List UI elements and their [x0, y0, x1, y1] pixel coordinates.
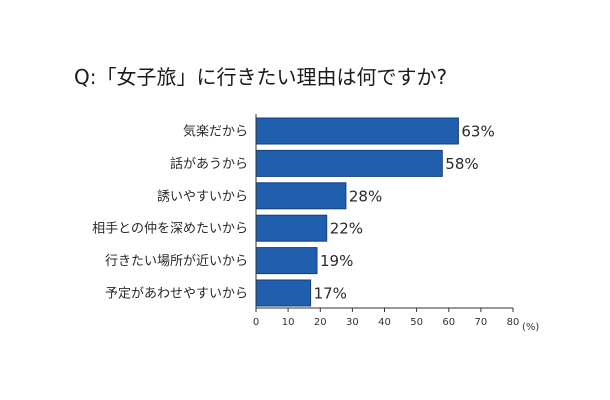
- category-labels-group: 気楽だから話があうから誘いやすいから相手との仲を深めたいから行きたい場所が近いか…: [92, 124, 248, 302]
- x-tick-label: 60: [442, 317, 455, 328]
- x-tick-labels-group: 0 10 20 30 40 50 60 70 80: [253, 317, 520, 328]
- bar: [255, 182, 347, 210]
- bar: [255, 149, 443, 177]
- value-label: 63%: [461, 123, 494, 141]
- bar: [255, 214, 328, 242]
- value-label: 22%: [330, 220, 363, 238]
- x-tick-label: 0: [253, 317, 259, 328]
- category-label: 誘いやすいから: [157, 189, 248, 204]
- value-labels-group: 63% 58% 28% 22% 19% 17%: [314, 123, 495, 303]
- category-label: 相手との仲を深めたいから: [92, 222, 248, 237]
- category-label: 気楽だから: [183, 124, 248, 140]
- bar: [255, 117, 459, 145]
- value-label: 19%: [320, 252, 353, 270]
- bar: [255, 247, 318, 275]
- x-tick-label: 70: [475, 317, 488, 328]
- x-ticks-group: [255, 308, 514, 312]
- x-tick-label: 10: [282, 317, 295, 328]
- x-tick-label: 20: [314, 317, 327, 328]
- x-tick-label: 30: [346, 317, 359, 328]
- x-tick-label: 80: [507, 317, 520, 328]
- value-label: 28%: [349, 187, 382, 205]
- chart-title: Q:「女子旅」に行きたい理由は何ですか?: [74, 65, 447, 89]
- bars-group: [255, 117, 459, 307]
- value-label: 17%: [314, 285, 347, 303]
- category-label: 話があうから: [170, 156, 248, 172]
- x-axis-unit-label: (%): [522, 322, 539, 333]
- category-label: 予定があわせやすいから: [105, 287, 248, 302]
- value-label: 58%: [445, 155, 478, 173]
- x-tick-label: 40: [378, 317, 391, 328]
- x-tick-label: 50: [410, 317, 423, 328]
- bar: [255, 279, 312, 307]
- category-label: 行きたい場所が近いから: [105, 254, 248, 269]
